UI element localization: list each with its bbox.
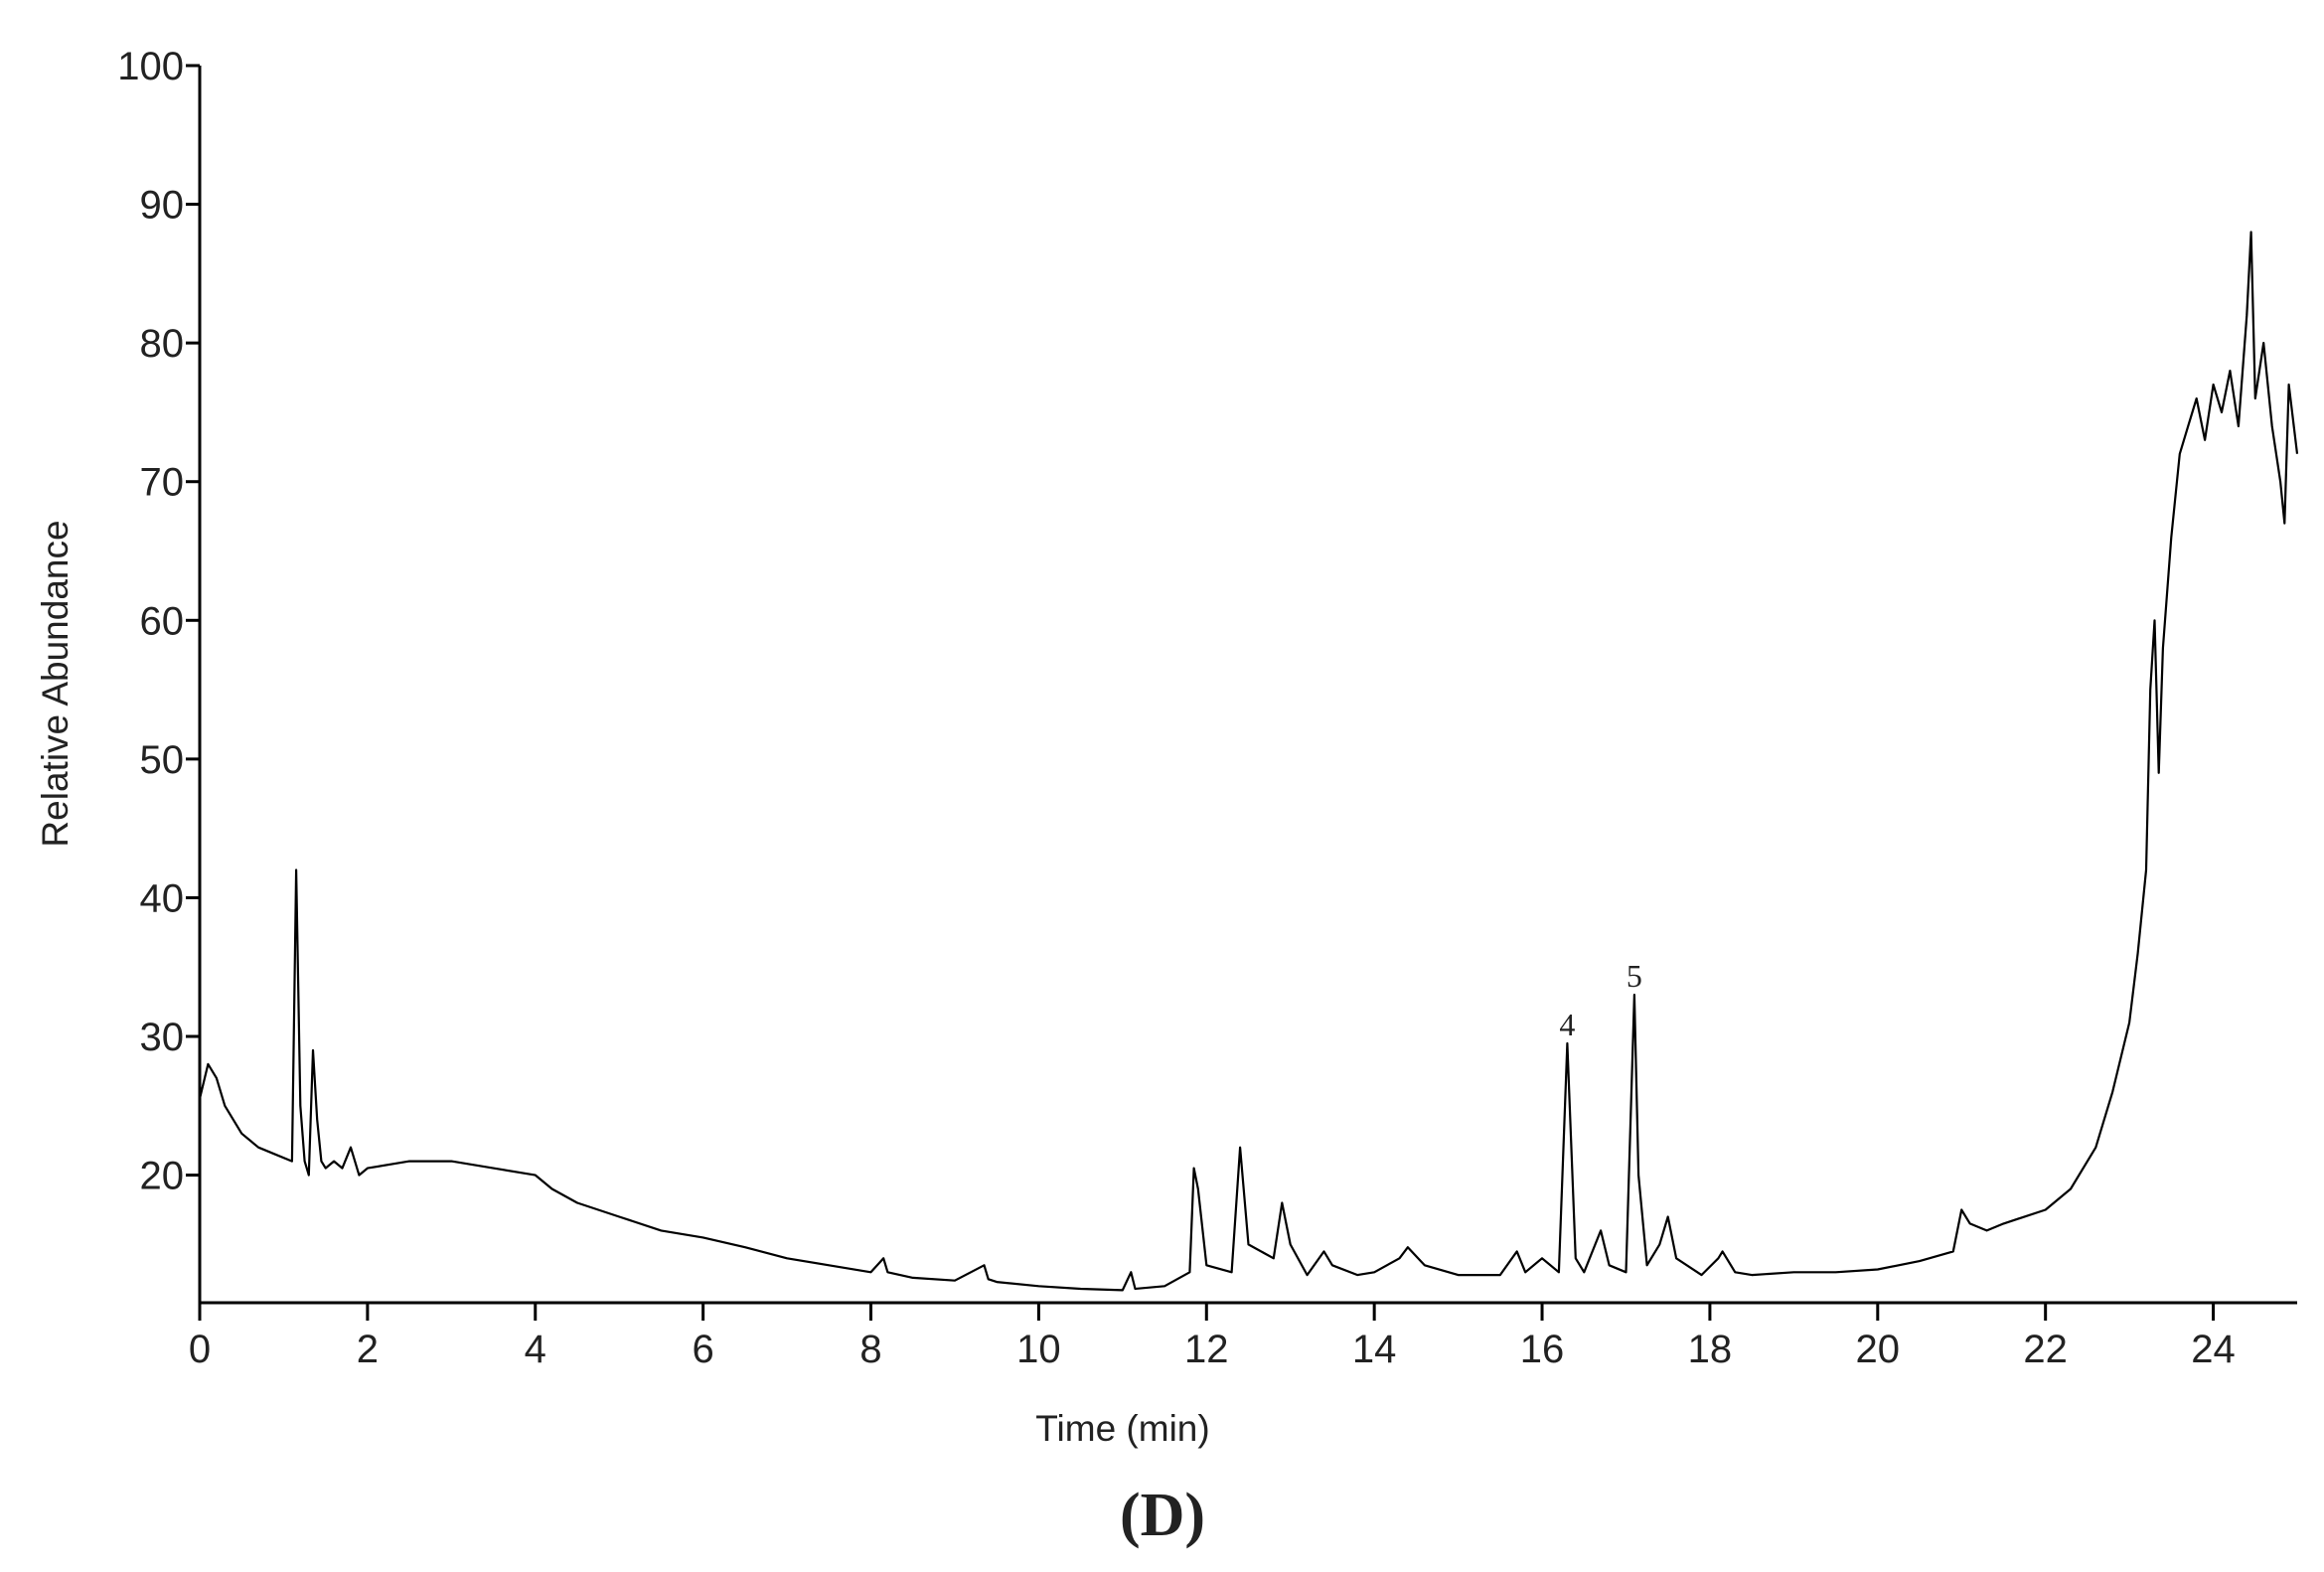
chromatogram-line (198, 231, 2299, 1292)
x-tick-label: 4 (525, 1328, 546, 1371)
peak-label: 4 (1559, 1007, 1575, 1042)
x-tick-label: 8 (859, 1328, 881, 1371)
y-tick-label: 50 (140, 738, 185, 782)
y-tick-label: 70 (140, 461, 185, 505)
x-tick-label: 2 (357, 1328, 379, 1371)
y-tick-label: 40 (140, 876, 185, 920)
y-tick-label: 60 (140, 599, 185, 643)
x-tick-label: 12 (1184, 1328, 1229, 1371)
y-tick-label: 20 (140, 1155, 185, 1198)
x-axis-label: Time (min) (1035, 1408, 1209, 1449)
x-tick-label: 16 (1520, 1328, 1565, 1371)
x-tick-label: 0 (189, 1328, 211, 1371)
x-tick-label: 18 (1688, 1328, 1733, 1371)
y-tick-label: 90 (140, 184, 185, 228)
peak-label: 5 (1627, 958, 1642, 994)
x-tick-label: 6 (693, 1328, 714, 1371)
y-tick-label: 100 (117, 45, 184, 88)
y-tick-label: 80 (140, 322, 185, 366)
x-tick-label: 24 (2191, 1328, 2236, 1371)
x-tick-label: 10 (1016, 1328, 1061, 1371)
caption: (D) (1120, 1482, 1205, 1549)
y-axis-label: Relative Abundance (35, 520, 76, 847)
x-tick-label: 14 (1352, 1328, 1397, 1371)
x-tick-label: 22 (2023, 1328, 2068, 1371)
y-tick-label: 30 (140, 1016, 185, 1059)
x-tick-label: 20 (1856, 1328, 1901, 1371)
